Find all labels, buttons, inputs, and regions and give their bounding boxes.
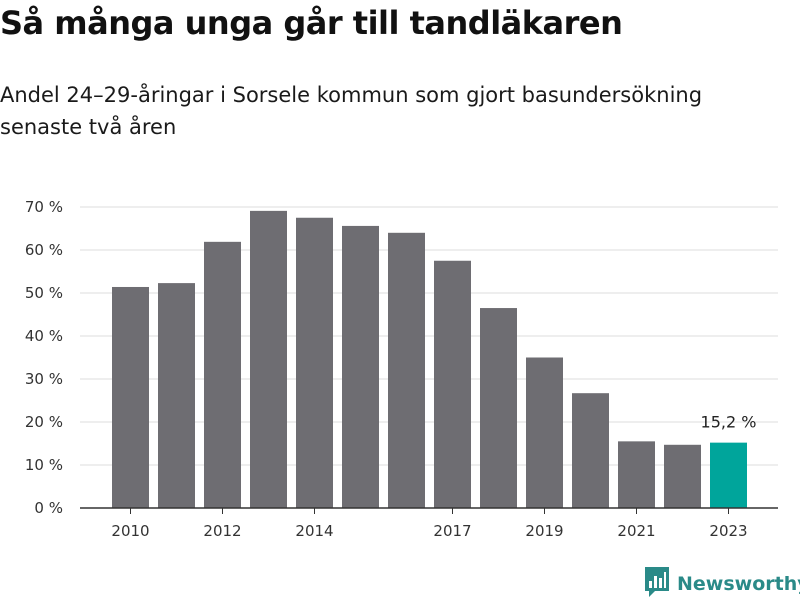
bar-2023 (710, 442, 747, 508)
bar-2013 (250, 210, 287, 508)
bar-2020 (572, 393, 609, 508)
newsworthy-chart-icon (645, 567, 669, 601)
tick-labels: 0 % 10 % 20 % 30 % 40 % 50 % 60 % 70 % 2010 2012 2… (25, 198, 757, 540)
x-tick-label: 2023 (709, 522, 747, 540)
bar-2010 (112, 286, 149, 508)
x-tick-label: 2010 (111, 522, 149, 540)
bar-2012 (204, 241, 241, 508)
gridlines (80, 206, 778, 466)
axes (80, 507, 778, 514)
x-tick-label: 2021 (617, 522, 655, 540)
bar-2014 (296, 217, 333, 508)
bars (112, 210, 747, 509)
y-tick-label: 0 % (34, 499, 63, 517)
bar-2016 (388, 232, 425, 509)
chart-title: Så många unga går till tandläkaren (0, 4, 623, 42)
y-tick-label: 20 % (25, 413, 63, 431)
bar-2021 (618, 441, 655, 508)
data-label-2023: 15,2 % (701, 413, 757, 432)
y-tick-label: 40 % (25, 327, 63, 345)
bar-2017 (434, 260, 471, 508)
bar-2015 (342, 225, 379, 509)
newsworthy-logo[interactable]: Newsworthy (645, 567, 800, 601)
x-tick-label: 2014 (295, 522, 333, 540)
chart-subtitle: Andel 24–29-åringar i Sorsele kommun som… (0, 83, 703, 139)
bar-2018 (480, 308, 517, 508)
bar-2019 (526, 357, 563, 508)
brand-name: Newsworthy (677, 573, 800, 595)
y-tick-label: 60 % (25, 241, 63, 259)
y-tick-label: 30 % (25, 370, 63, 388)
x-tick-label: 2017 (433, 522, 471, 540)
bar-2011 (158, 283, 195, 508)
bar-2022 (664, 444, 701, 508)
y-tick-label: 10 % (25, 456, 63, 474)
y-tick-label: 70 % (25, 198, 63, 216)
y-tick-label: 50 % (25, 284, 63, 302)
x-tick-label: 2012 (203, 522, 241, 540)
x-tick-label: 2019 (525, 522, 563, 540)
